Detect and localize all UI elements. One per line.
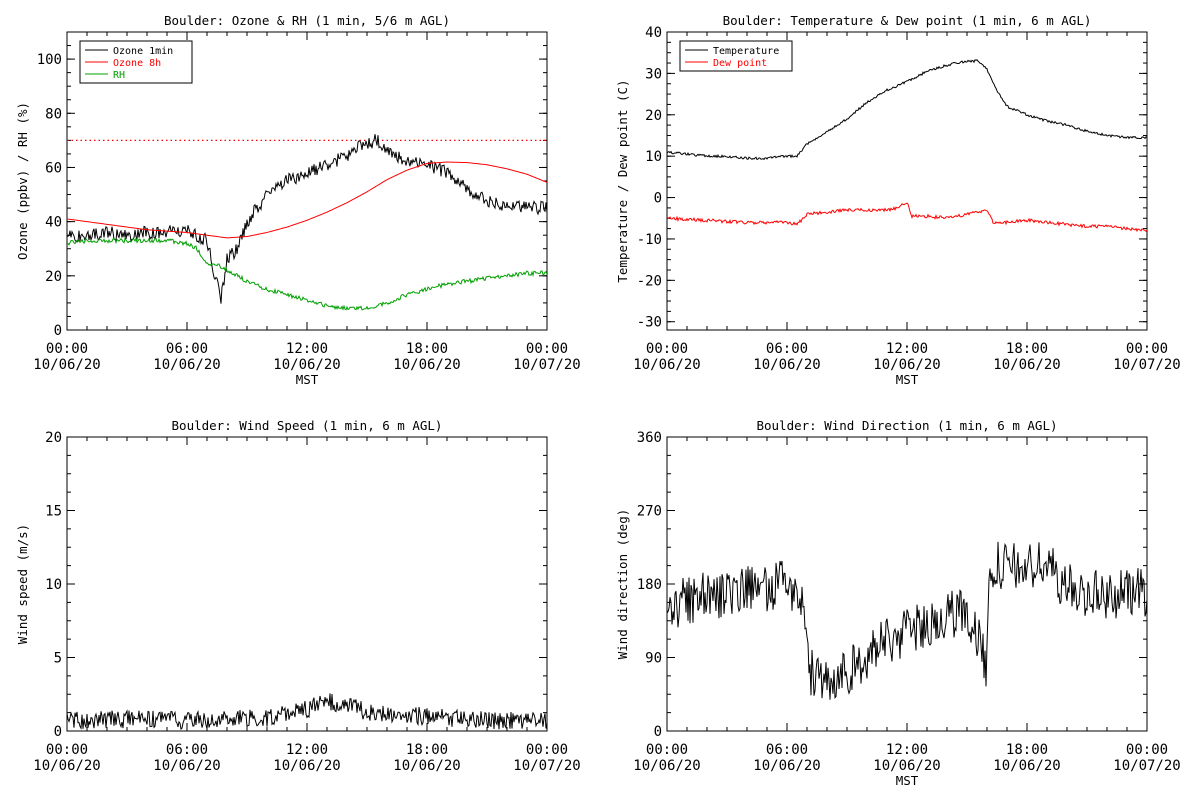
x-tick-time: 18:00: [406, 341, 448, 357]
legend-label: Ozone 1min: [113, 46, 173, 57]
y-axis-label: Temperature / Dew point (C): [615, 79, 630, 282]
series-line-ozone-8h: [67, 161, 547, 239]
x-tick-date: 10/06/20: [273, 758, 340, 774]
legend-label: Temperature: [713, 46, 779, 57]
y-tick-label: 100: [37, 52, 62, 68]
y-axis-label: Wind speed (m/s): [15, 524, 30, 644]
chart-title: Boulder: Ozone & RH (1 min, 5/6 m AGL): [164, 13, 450, 28]
x-tick-time: 12:00: [286, 742, 328, 758]
x-tick-time: 12:00: [886, 341, 928, 357]
x-tick-date: 10/06/20: [273, 357, 340, 373]
y-tick-label: 180: [637, 577, 662, 593]
x-tick-time: 12:00: [886, 742, 928, 758]
y-tick-label: 20: [45, 269, 62, 285]
x-axis-label: MST: [896, 773, 919, 788]
y-axis-label: Ozone (ppbv) / RH (%): [15, 102, 30, 260]
x-tick-time: 00:00: [526, 742, 568, 758]
x-tick-time: 00:00: [46, 341, 88, 357]
x-tick-time: 00:00: [646, 341, 688, 357]
x-tick-date: 10/06/20: [153, 758, 220, 774]
chart-panel-1: Boulder: Ozone & RH (1 min, 5/6 m AGL) 0 2…: [15, 13, 581, 387]
y-tick-label: 10: [45, 577, 62, 593]
x-tick-time: 00:00: [46, 742, 88, 758]
y-tick-label: 20: [45, 430, 62, 446]
x-tick-date: 10/06/20: [393, 758, 460, 774]
chart-panel-3: Boulder: Wind Speed (1 min, 6 m AGL) 0 5 10…: [15, 418, 581, 774]
x-tick-time: 00:00: [1126, 341, 1168, 357]
x-tick-time: 00:00: [526, 341, 568, 357]
y-tick-label: 0: [654, 724, 662, 740]
x-tick-time: 00:00: [1126, 742, 1168, 758]
x-tick-date: 10/06/20: [873, 758, 940, 774]
x-tick-date: 10/06/20: [633, 357, 700, 373]
x-tick-time: 06:00: [766, 742, 808, 758]
x-tick-date: 10/07/20: [513, 357, 580, 373]
x-tick-time: 06:00: [766, 341, 808, 357]
y-tick-label: 360: [637, 430, 662, 446]
chart-panel-2: Boulder: Temperature & Dew point (1 min,…: [615, 13, 1181, 387]
x-tick-date: 10/07/20: [513, 758, 580, 774]
plot-frame: [66, 436, 548, 732]
x-tick-date: 10/06/20: [753, 357, 820, 373]
legend-label: Ozone 8h: [113, 58, 161, 69]
x-tick-date: 10/06/20: [393, 357, 460, 373]
chart-title: Boulder: Wind Direction (1 min, 6 m AGL): [756, 418, 1057, 433]
series-line-1: [67, 693, 547, 731]
x-tick-time: 00:00: [646, 742, 688, 758]
series-line-ozone-1min: [67, 134, 547, 304]
x-tick-time: 12:00: [286, 341, 328, 357]
x-tick-time: 18:00: [406, 742, 448, 758]
y-tick-label: 90: [645, 651, 662, 667]
y-tick-label: 15: [45, 504, 62, 520]
x-tick-date: 10/06/20: [33, 758, 100, 774]
y-tick-label: 40: [45, 215, 62, 231]
x-tick-date: 10/06/20: [633, 758, 700, 774]
legend-box: [679, 40, 793, 72]
series-line-rh: [67, 236, 547, 311]
series-line-1: [667, 541, 1147, 700]
y-tick-label: 30: [645, 66, 662, 82]
x-tick-date: 10/06/20: [993, 357, 1060, 373]
y-tick-label: 0: [654, 191, 662, 207]
x-tick-time: 06:00: [166, 341, 208, 357]
x-axis-label: MST: [296, 372, 319, 387]
plot-frame: [666, 31, 1148, 331]
y-tick-label: -20: [637, 273, 662, 289]
y-tick-label: 80: [45, 106, 62, 122]
x-tick-date: 10/06/20: [993, 758, 1060, 774]
chart-panel-4: Boulder: Wind Direction (1 min, 6 m AGL)…: [615, 418, 1181, 788]
x-tick-time: 18:00: [1006, 742, 1048, 758]
y-tick-label: 60: [45, 160, 62, 176]
x-tick-time: 18:00: [1006, 341, 1048, 357]
legend-label: RH: [113, 70, 125, 81]
y-tick-label: 20: [645, 108, 662, 124]
x-tick-date: 10/07/20: [1113, 357, 1180, 373]
x-tick-date: 10/06/20: [873, 357, 940, 373]
y-tick-label: 0: [54, 724, 62, 740]
y-tick-label: -10: [637, 232, 662, 248]
y-tick-label: 0: [54, 323, 62, 339]
x-tick-date: 10/06/20: [753, 758, 820, 774]
y-tick-label: 10: [645, 149, 662, 165]
y-tick-label: 5: [54, 651, 62, 667]
legend-label: Dew point: [713, 58, 767, 69]
y-tick-label: -30: [637, 315, 662, 331]
y-tick-label: 40: [645, 25, 662, 41]
x-tick-time: 06:00: [166, 742, 208, 758]
x-tick-date: 10/07/20: [1113, 758, 1180, 774]
x-axis-label: MST: [896, 372, 919, 387]
x-tick-date: 10/06/20: [153, 357, 220, 373]
x-tick-date: 10/06/20: [33, 357, 100, 373]
chart-title: Boulder: Wind Speed (1 min, 6 m AGL): [172, 418, 443, 433]
series-line-temperature: [667, 59, 1147, 161]
series-line-dew-point: [667, 202, 1147, 233]
y-axis-label: Wind direction (deg): [615, 509, 630, 660]
chart-title: Boulder: Temperature & Dew point (1 min,…: [723, 13, 1092, 28]
y-tick-label: 270: [637, 504, 662, 520]
